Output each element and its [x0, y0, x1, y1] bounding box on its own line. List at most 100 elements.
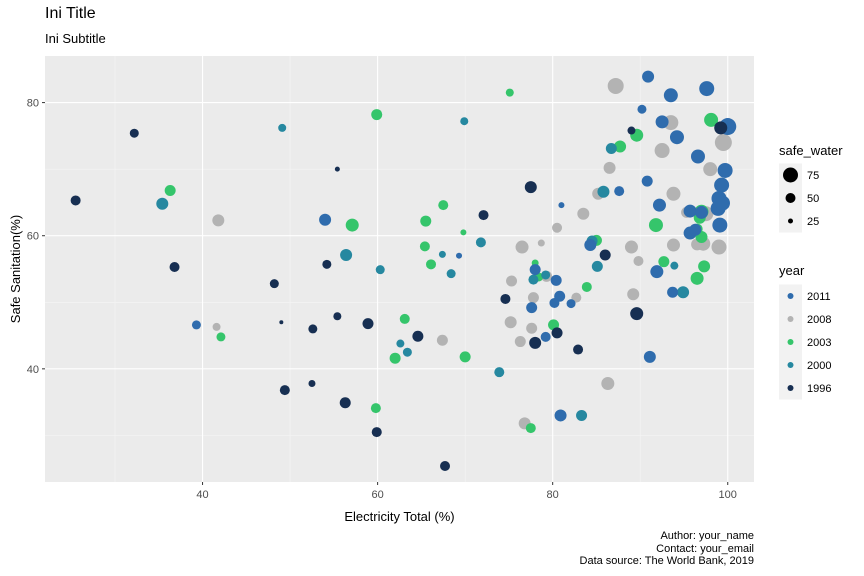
legend: safe_water 75 50 25 year 2011 2008 2003 2000 1996: [779, 143, 843, 400]
data-point-1996: [440, 461, 451, 472]
caption-source: Data source: The World Bank, 2019: [579, 555, 754, 567]
data-point-2000: [156, 197, 169, 210]
data-point-1996: [478, 210, 489, 221]
data-point-2011: [550, 274, 562, 286]
data-point-2000: [677, 286, 690, 299]
data-point-2008: [703, 162, 718, 177]
data-point-2011: [191, 320, 201, 330]
caption: Author: your_name Contact: your_email Da…: [580, 530, 754, 568]
data-point-1996: [169, 262, 180, 273]
data-point-2008: [506, 275, 518, 287]
data-point-1996: [129, 128, 139, 138]
data-point-2011: [614, 186, 625, 197]
data-point-2008: [714, 134, 732, 152]
data-point-2008: [527, 292, 539, 304]
color-legend-marker: [787, 362, 794, 368]
data-point-1996: [551, 327, 563, 339]
data-point-1996: [371, 427, 382, 438]
data-point-2011: [714, 195, 730, 211]
y-axis-label: Safe Sanitation(%): [8, 215, 23, 323]
data-point-2011: [690, 149, 705, 164]
data-point-1996: [70, 195, 81, 206]
data-point-2011: [714, 177, 730, 193]
data-point-2008: [603, 161, 616, 174]
data-point-2011: [558, 202, 565, 209]
data-point-1996: [339, 397, 351, 409]
data-point-2000: [375, 265, 385, 275]
data-point-2000: [591, 260, 603, 272]
data-point-1996: [269, 279, 279, 289]
color-legend-label: 2003: [807, 337, 831, 349]
data-point-1996: [524, 181, 537, 194]
data-point-2003: [370, 403, 381, 414]
data-point-2000: [446, 269, 456, 279]
data-point-2000: [402, 347, 412, 357]
data-point-2011: [642, 70, 655, 83]
data-point-2000: [278, 123, 287, 132]
data-point-2003: [164, 184, 176, 196]
color-legend-label: 2011: [807, 291, 831, 303]
data-point-2011: [683, 204, 697, 218]
color-legend-title: year: [779, 263, 805, 278]
axes: 40 60 80 100 40 60 80: [27, 98, 737, 501]
data-point-1996: [333, 312, 342, 321]
color-legend-marker: [787, 339, 794, 345]
color-legend-label: 2008: [807, 314, 831, 326]
data-point-2003: [690, 271, 704, 285]
data-point-2008: [666, 186, 681, 201]
data-point-2008: [514, 336, 526, 348]
data-point-2011: [652, 198, 666, 212]
data-point-2008: [515, 240, 529, 254]
data-point-2011: [667, 286, 679, 298]
data-point-1996: [714, 121, 728, 135]
data-point-2011: [655, 115, 669, 129]
data-point-2008: [711, 239, 727, 255]
data-point-2011: [669, 130, 684, 145]
data-point-1996: [279, 320, 284, 325]
color-legend-label: 1996: [807, 383, 831, 395]
data-point-2003: [698, 260, 711, 273]
plot-panel: [45, 56, 754, 482]
data-point-2003: [345, 218, 359, 232]
data-point-1996: [334, 166, 340, 172]
data-point-2008: [212, 214, 225, 227]
size-legend-marker: [788, 218, 793, 224]
data-point-2008: [654, 143, 670, 159]
data-point-2008: [607, 77, 624, 94]
data-point-2011: [712, 217, 728, 233]
x-tick-label: 100: [719, 489, 737, 501]
data-point-2011: [456, 252, 463, 259]
data-point-2008: [436, 334, 448, 346]
data-point-2003: [371, 109, 383, 121]
size-legend-title: safe_water: [779, 143, 843, 158]
data-point-1996: [599, 249, 611, 261]
data-point-2000: [340, 249, 353, 262]
data-point-1996: [627, 126, 636, 135]
size-legend-marker: [783, 167, 798, 183]
color-legend-label: 2000: [807, 360, 831, 372]
x-axis-label: Electricity Total (%): [344, 509, 454, 524]
data-point-2011: [554, 409, 567, 422]
data-point-2000: [438, 250, 446, 258]
data-point-2011: [584, 239, 597, 252]
data-point-2011: [663, 88, 678, 103]
data-point-2011: [529, 264, 541, 276]
data-points: [70, 70, 737, 472]
color-legend-marker: [787, 385, 794, 391]
data-point-2011: [637, 104, 647, 114]
data-point-2000: [605, 143, 617, 155]
data-point-2000: [541, 270, 551, 280]
data-point-2003: [426, 259, 437, 270]
data-point-2000: [597, 185, 610, 198]
data-point-1996: [279, 385, 290, 396]
data-point-2008: [601, 376, 615, 390]
data-point-2008: [504, 316, 517, 329]
y-tick-label: 60: [27, 231, 39, 243]
data-point-2003: [399, 313, 410, 324]
data-point-2011: [526, 302, 538, 314]
data-point-2000: [670, 261, 679, 270]
data-point-2003: [460, 229, 467, 236]
data-point-2003: [419, 241, 430, 252]
data-point-2008: [627, 288, 640, 301]
